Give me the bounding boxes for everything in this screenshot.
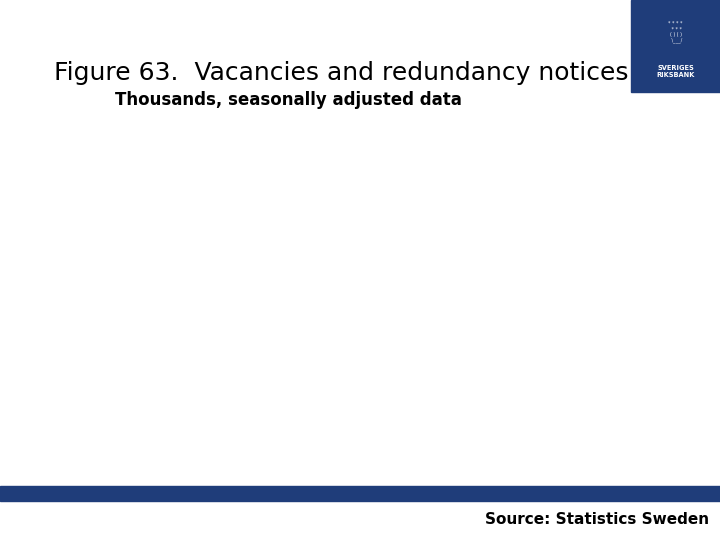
Text: Source: Statistics Sweden: Source: Statistics Sweden <box>485 512 709 527</box>
Text: Figure 63.  Vacancies and redundancy notices: Figure 63. Vacancies and redundancy noti… <box>54 61 629 85</box>
Text: Thousands, seasonally adjusted data: Thousands, seasonally adjusted data <box>115 91 462 109</box>
Bar <box>631 0 720 92</box>
Text: * * * *
 * * *
( ) ( )
 \___/: * * * * * * * ( ) ( ) \___/ <box>668 21 683 43</box>
Text: SVERIGES
RIKSBANK: SVERIGES RIKSBANK <box>657 65 695 78</box>
Bar <box>0 486 720 501</box>
